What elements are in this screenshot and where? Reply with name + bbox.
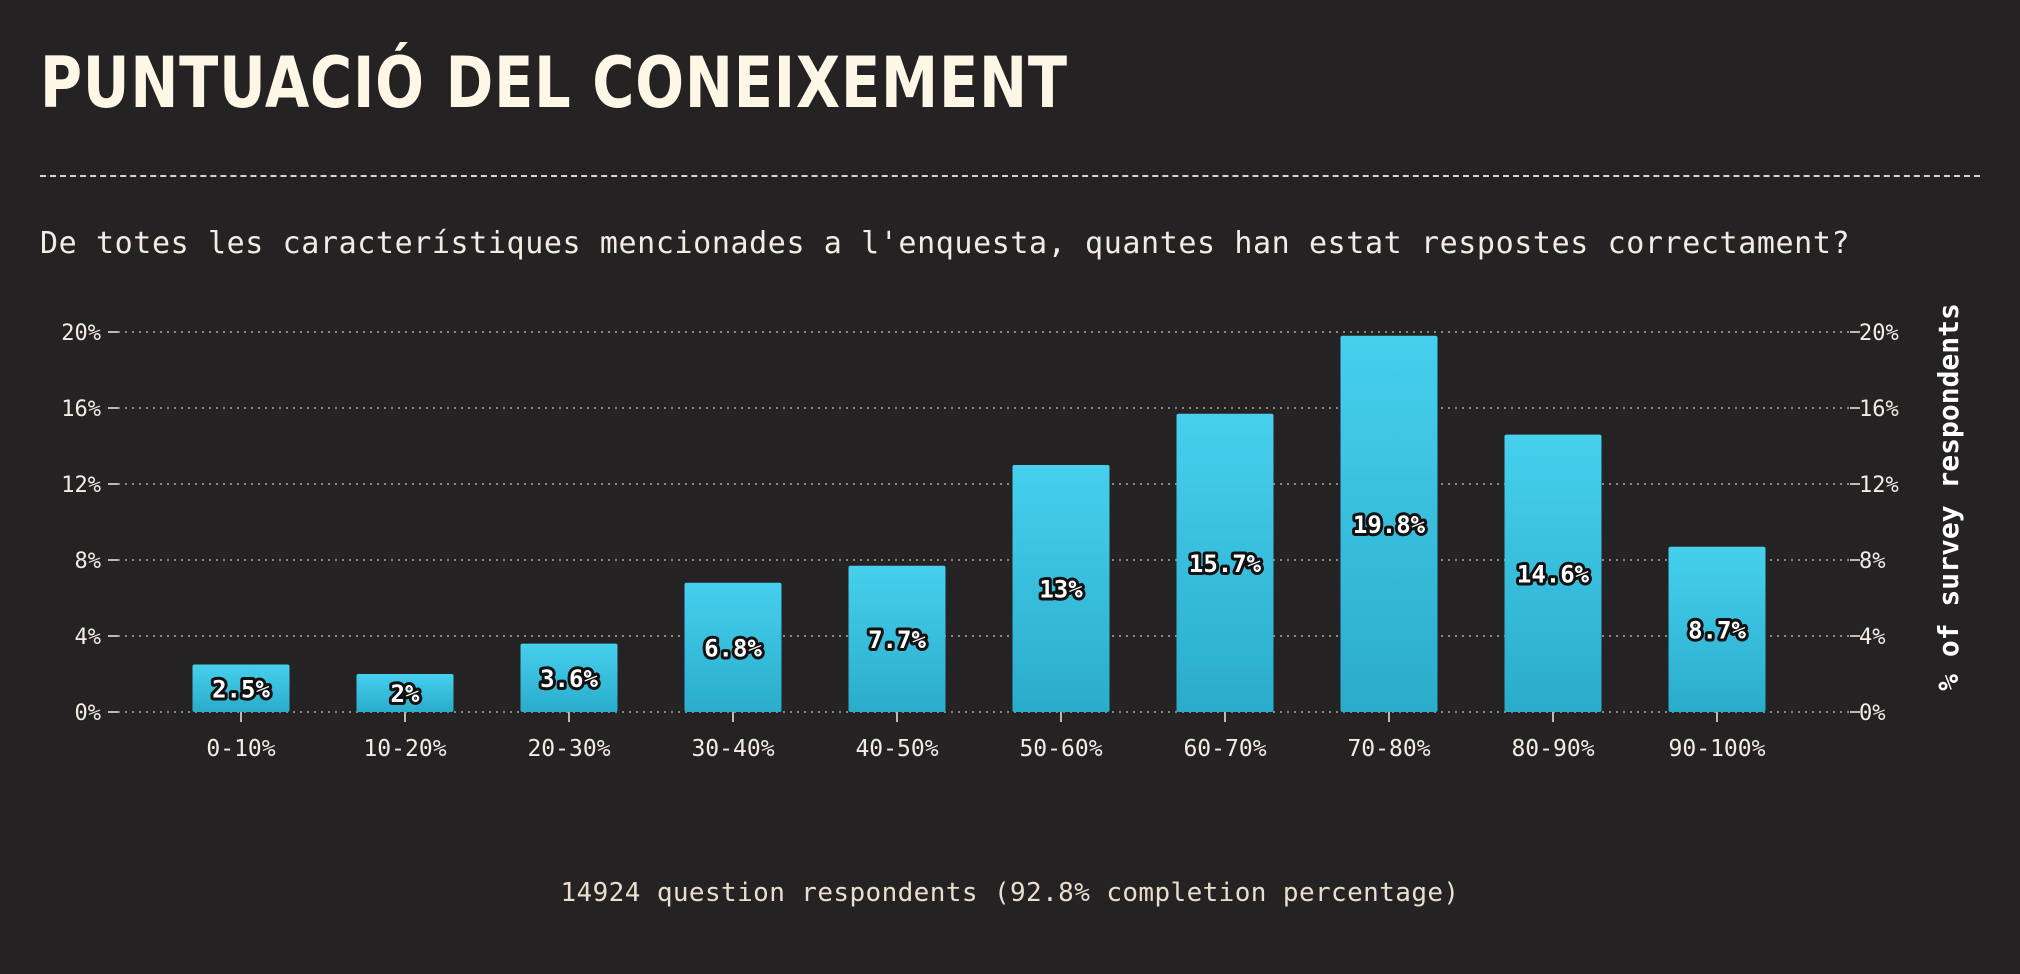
chart-title: PUNTUACIÓ DEL CONEIXEMENT <box>40 42 1068 124</box>
y-tick-label-left: 20% <box>61 321 101 346</box>
y-tick-label-left: 16% <box>61 397 101 422</box>
bar <box>1176 413 1274 712</box>
y-tick-label-right: 12% <box>1859 473 1899 498</box>
bar-value-label: 14.6% <box>1517 560 1590 588</box>
y-tick-label-left: 4% <box>75 625 102 650</box>
chart-subtitle: De totes les característiques mencionade… <box>40 226 1851 261</box>
bar-value-labels: 2.5% 2% 3.6% 6.8% 7.7% 13% 15.7% 19.8% 14.6% 8.7% <box>209 508 1749 711</box>
x-tick-label: 20-30% <box>527 736 610 762</box>
bar <box>1504 434 1602 712</box>
y-tick-label-right: 0% <box>1859 701 1886 726</box>
x-tick-label: 40-50% <box>855 736 938 762</box>
bars <box>192 335 1766 712</box>
y-axis-right: 0% 4% 8% 12% 16% 20% <box>1850 321 1899 726</box>
title-divider <box>40 175 1980 177</box>
bar <box>192 664 290 712</box>
y-axis-title: % of survey respondents <box>1932 303 1965 691</box>
y-axis-left: 0% 4% 8% 12% 16% 20% <box>61 321 118 726</box>
bar <box>520 643 618 712</box>
x-tick-label: 90-100% <box>1669 736 1766 762</box>
bar-value-label: 15.7% <box>1189 550 1262 578</box>
respondents-footnote: 14924 question respondents (92.8% comple… <box>560 878 1460 908</box>
y-tick-label-left: 12% <box>61 473 101 498</box>
bar-value-label: 8.7% <box>1688 616 1746 644</box>
x-tick-label: 30-40% <box>691 736 774 762</box>
bar-value-label: 19.8% <box>1353 511 1426 539</box>
bar <box>1668 546 1766 712</box>
y-tick-label-right: 20% <box>1859 321 1899 346</box>
x-tick-label: 80-90% <box>1511 736 1594 762</box>
x-tick-label: 50-60% <box>1019 736 1102 762</box>
bar-value-label: 7.7% <box>868 626 926 654</box>
y-tick-label-right: 16% <box>1859 397 1899 422</box>
x-tick-label: 10-20% <box>363 736 446 762</box>
y-tick-label-right: 4% <box>1859 625 1886 650</box>
y-tick-label-left: 0% <box>75 701 102 726</box>
bar <box>848 565 946 712</box>
y-tick-label-right: 8% <box>1859 549 1886 574</box>
y-tick-label-left: 8% <box>75 549 102 574</box>
bar <box>1012 465 1110 712</box>
bar-value-label: 13% <box>1039 576 1083 604</box>
bar-value-label: 3.6% <box>540 665 598 693</box>
x-axis: 0-10% 10-20% 20-30% 30-40% 40-50% 50-60% 60-70… <box>206 712 1766 762</box>
x-tick-label: 60-70% <box>1183 736 1266 762</box>
bar <box>684 582 782 712</box>
bar <box>356 674 454 712</box>
bar-value-label: 6.8% <box>704 634 762 662</box>
bar <box>1340 335 1438 712</box>
x-tick-label: 70-80% <box>1347 736 1430 762</box>
bar-value-label: 2.5% <box>212 675 270 703</box>
x-tick-label: 0-10% <box>206 736 275 762</box>
bar-value-label: 2% <box>391 680 420 708</box>
